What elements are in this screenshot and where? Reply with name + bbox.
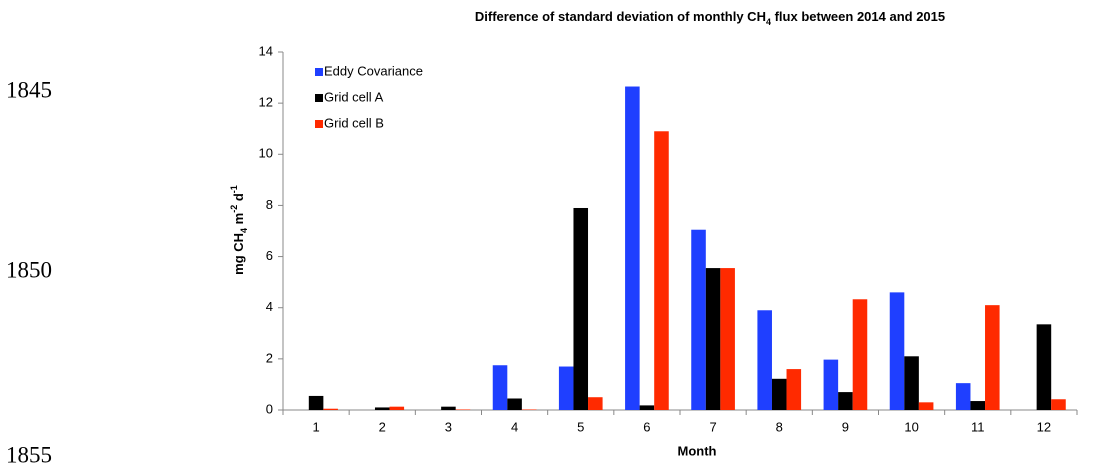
legend-label: Eddy Covariance: [324, 63, 423, 78]
chart-title: Difference of standard deviation of mont…: [475, 9, 945, 27]
bar: [918, 402, 934, 410]
text-part: 4: [766, 17, 771, 27]
bar: [970, 401, 986, 410]
x-tick-label: 12: [1037, 419, 1051, 434]
line-number: 1845: [6, 77, 52, 102]
y-axis-label: mg CH4 m-2 d-1: [229, 185, 249, 275]
x-tick-label: 4: [511, 419, 518, 434]
bar: [955, 383, 971, 410]
y-tick-label: 14: [259, 43, 273, 58]
x-tick-label: 6: [643, 419, 650, 434]
x-tick-label: 7: [709, 419, 716, 434]
y-tick-label: 4: [266, 299, 273, 314]
y-tick-label: 6: [266, 248, 273, 263]
bar: [492, 365, 508, 410]
bar: [889, 292, 905, 410]
text-part: 4: [239, 228, 249, 233]
bar: [573, 207, 589, 410]
bar: [691, 229, 706, 410]
x-tick-label: 5: [577, 419, 584, 434]
bar: [1036, 324, 1052, 410]
line-number: 1855: [6, 442, 52, 465]
x-tick-label: 2: [379, 419, 386, 434]
bar: [771, 378, 787, 410]
bar: [588, 397, 603, 410]
bar: [625, 86, 640, 411]
legend-swatch: [315, 120, 323, 128]
bar: [308, 395, 324, 410]
bar: [1051, 399, 1066, 410]
bar: [558, 366, 574, 410]
bar: [757, 310, 772, 410]
x-tick-label: 1: [312, 419, 319, 434]
y-tick-label: 8: [266, 197, 273, 212]
text-part: mg CH: [231, 233, 246, 275]
legend-label: Grid cell B: [324, 115, 384, 130]
x-axis-label: Month: [678, 443, 717, 458]
text-part: Difference of standard deviation of mont…: [475, 9, 766, 24]
bar: [654, 131, 669, 410]
legend-swatch: [315, 68, 323, 76]
text-part: -2: [229, 205, 239, 213]
y-tick-label: 2: [266, 350, 273, 365]
legend-label: Grid cell A: [324, 89, 384, 104]
bar: [852, 299, 868, 410]
text-part: d: [231, 193, 246, 205]
x-tick-label: 9: [842, 419, 849, 434]
y-tick-label: 12: [259, 95, 273, 110]
bar: [389, 406, 405, 410]
bar: [455, 409, 471, 410]
bar: [441, 406, 456, 410]
bar: [705, 268, 721, 410]
x-tick-label: 11: [971, 419, 985, 434]
text-part: m: [231, 213, 246, 228]
bar: [507, 398, 522, 410]
y-tick-label: 0: [266, 401, 273, 416]
bar: [374, 407, 390, 410]
y-tick-label: 10: [259, 146, 273, 161]
bar: [521, 409, 537, 410]
bar: [823, 359, 839, 410]
legend-swatch: [315, 94, 323, 102]
x-tick-label: 3: [445, 419, 452, 434]
bar: [323, 408, 338, 410]
bar: [720, 268, 735, 410]
x-tick-label: 10: [904, 419, 918, 434]
text-part: flux between 2014 and 2015: [771, 9, 945, 24]
bar: [786, 369, 802, 410]
bar: [985, 305, 1000, 410]
x-tick-label: 8: [776, 419, 783, 434]
bar: [904, 356, 919, 410]
text-part: -1: [229, 185, 239, 193]
line-number: 1850: [6, 257, 52, 282]
bar: [639, 405, 655, 410]
bar: [838, 392, 853, 410]
